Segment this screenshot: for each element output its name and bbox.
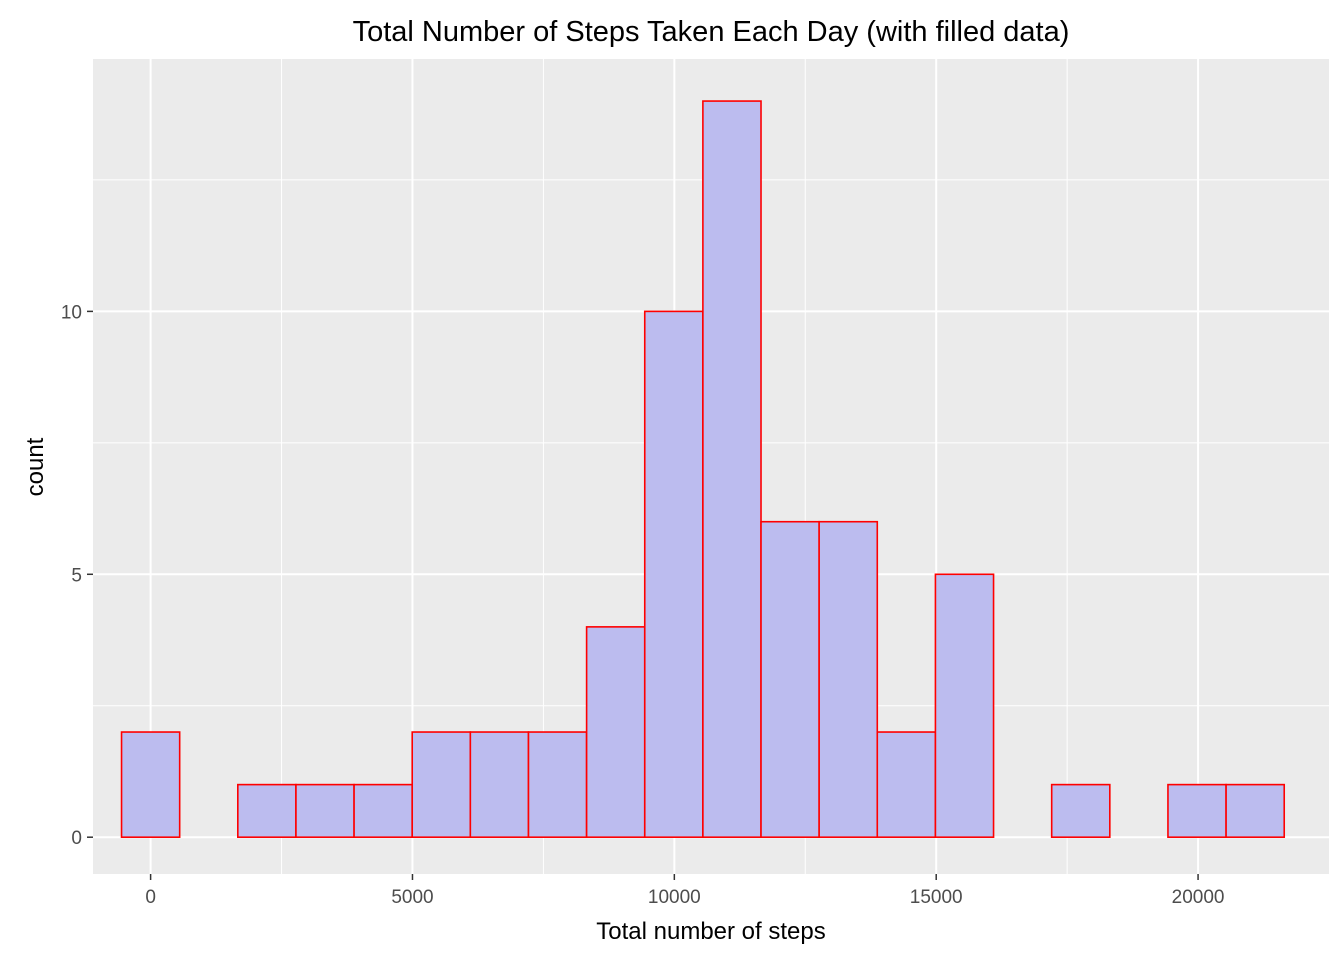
histogram-bar [527,731,588,838]
histogram-bar [469,731,530,838]
x-axis-title: Total number of steps [596,918,825,945]
histogram-bar [295,783,355,838]
y-tick-label: 0 [71,828,82,849]
histogram-bar [643,310,704,838]
x-tick-label: 20000 [1172,887,1225,908]
histogram-bar [353,783,414,838]
histogram-bar [818,520,879,838]
y-tick-label: 10 [61,302,82,323]
histogram-bar [760,520,820,838]
y-tick-label: 5 [71,565,82,586]
histogram-bars [120,100,1286,838]
histogram-bar [237,783,297,838]
histogram-bar [1225,783,1286,838]
histogram-bar [120,731,181,838]
x-tick-label: 10000 [648,887,701,908]
x-tick-label: 15000 [910,887,963,908]
x-tick-label: 5000 [391,887,433,908]
histogram-bar [934,573,995,838]
x-tick-label: 0 [145,887,156,908]
histogram-bar [1167,783,1227,838]
histogram-bar [411,731,472,838]
y-axis: 0 5 10 [61,302,93,849]
histogram-bar [585,626,646,838]
histogram-bar [1050,783,1111,838]
histogram-bar [702,100,762,838]
chart-title: Total Number of Steps Taken Each Day (wi… [353,16,1070,48]
y-axis-title: count [22,437,49,496]
x-axis: 0 5000 10000 15000 20000 [145,874,1224,908]
histogram-bar [876,731,937,838]
